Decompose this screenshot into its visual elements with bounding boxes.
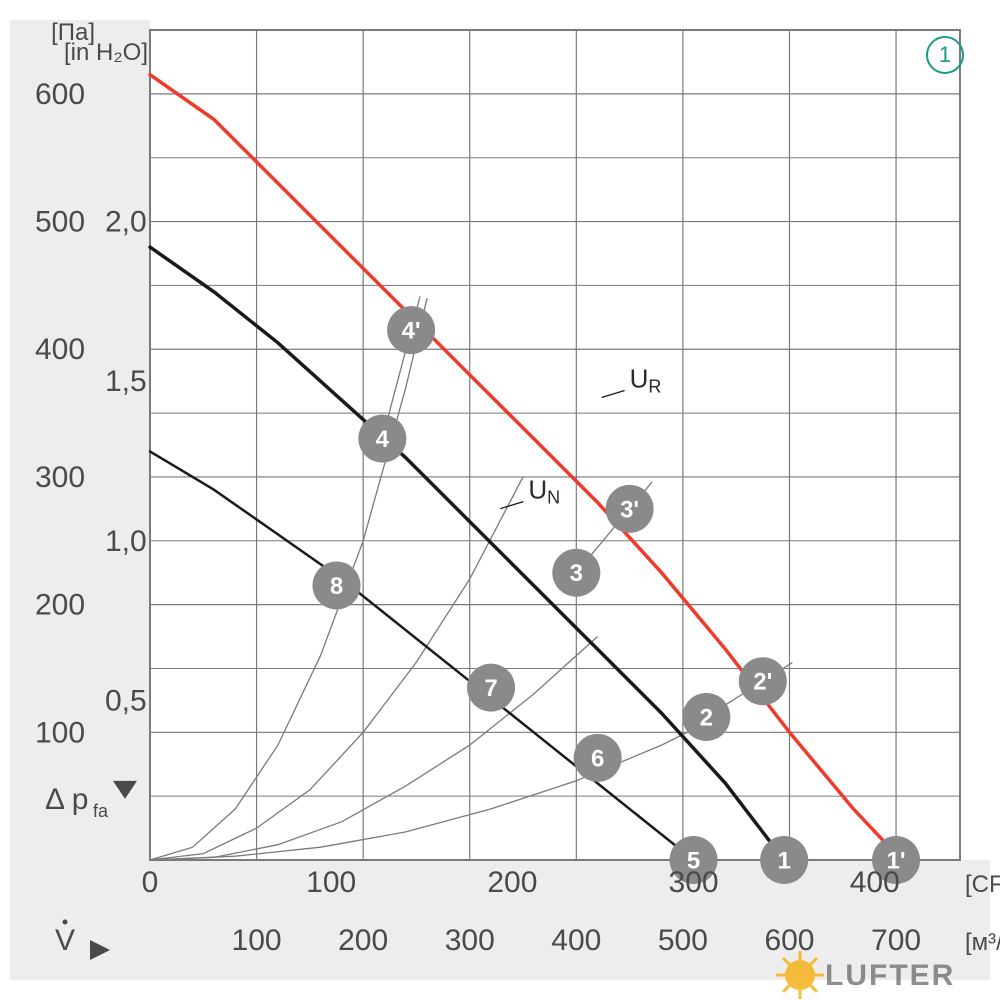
- y-unit-inh2o: [in H₂O]: [64, 39, 148, 66]
- xtick-m3h-600: 600: [764, 924, 814, 957]
- xtick-m3h-700: 700: [871, 924, 921, 957]
- x-unit-cfm: [CFM]: [965, 871, 1000, 898]
- marker-2-prime: 2': [739, 657, 787, 705]
- y-axis-symbol: Δ p: [45, 783, 88, 816]
- ytick-inh2o-0.5: 0,5: [105, 684, 147, 717]
- xtick-cfm-300: 300: [669, 866, 719, 899]
- svg-text:2: 2: [700, 704, 713, 731]
- marker-4: 4: [358, 415, 406, 463]
- xtick-m3h-200: 200: [338, 924, 388, 957]
- svg-text:3': 3': [620, 496, 639, 523]
- x-unit-m3h: [м³/ч]: [965, 929, 1000, 956]
- svg-text:7: 7: [484, 675, 497, 702]
- watermark-icon: [776, 951, 824, 999]
- xtick-m3h-300: 300: [445, 924, 495, 957]
- x-axis-symbol: V: [55, 924, 75, 957]
- marker-3-prime: 3': [606, 485, 654, 533]
- plot-area: [150, 30, 960, 860]
- svg-text:3: 3: [570, 560, 583, 587]
- marker-8: 8: [313, 561, 361, 609]
- marker-6: 6: [574, 734, 622, 782]
- svg-text:4': 4': [402, 318, 421, 345]
- marker-4-prime: 4': [387, 306, 435, 354]
- svg-text:6: 6: [591, 745, 604, 772]
- svg-text:8: 8: [330, 573, 343, 600]
- ytick-inh2o-2: 2,0: [105, 206, 147, 239]
- xtick-m3h-400: 400: [551, 924, 601, 957]
- ytick-pa-300: 300: [35, 461, 85, 494]
- svg-text:1: 1: [777, 848, 790, 875]
- xtick-m3h-500: 500: [658, 924, 708, 957]
- xtick-cfm-200: 200: [487, 866, 537, 899]
- svg-text:2': 2': [753, 669, 772, 696]
- chart-svg: 11'22'33'44'5678URUN100200300400500600[П…: [0, 0, 1000, 1000]
- watermark-text: LUFTER: [825, 959, 955, 992]
- marker-2: 2: [682, 693, 730, 741]
- marker-3: 3: [552, 549, 600, 597]
- marker-1: 1: [760, 836, 808, 884]
- fan-curve-chart: 11'22'33'44'5678URUN100200300400500600[П…: [0, 0, 1000, 1000]
- xtick-m3h-100: 100: [232, 924, 282, 957]
- ytick-pa-500: 500: [35, 206, 85, 239]
- ytick-inh2o-1: 1,0: [105, 525, 147, 558]
- xtick-cfm-100: 100: [306, 866, 356, 899]
- xtick-cfm-400: 400: [850, 866, 900, 899]
- ytick-pa-200: 200: [35, 589, 85, 622]
- page-badge-label: 1: [939, 42, 951, 67]
- marker-7: 7: [467, 664, 515, 712]
- ytick-inh2o-1.5: 1,5: [105, 365, 147, 398]
- ytick-pa-400: 400: [35, 333, 85, 366]
- xtick-cfm-0: 0: [142, 866, 159, 899]
- svg-text:fa: fa: [93, 801, 109, 821]
- ytick-pa-100: 100: [35, 716, 85, 749]
- svg-text:4: 4: [376, 426, 390, 453]
- ytick-pa-600: 600: [35, 78, 85, 111]
